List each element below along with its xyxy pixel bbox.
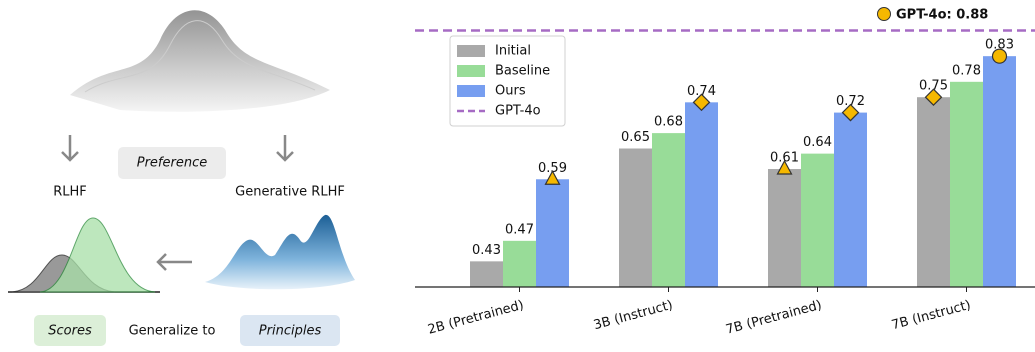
bar	[470, 261, 503, 287]
legend-label: Baseline	[495, 64, 550, 79]
scores-box	[34, 315, 106, 346]
arrow	[276, 135, 294, 162]
generative-rlhf-label: Generative RLHF	[235, 185, 345, 200]
legend-label: Ours	[495, 84, 526, 99]
preference-label: Preference	[137, 156, 207, 171]
x-tick-label: 3B (Instruct)	[592, 298, 674, 334]
marker	[841, 103, 860, 122]
bar	[983, 56, 1016, 287]
x-tick-label: 2B (Pretrained)	[426, 298, 525, 338]
value-label: 0.43	[472, 243, 501, 258]
bar	[685, 102, 718, 287]
arrow	[156, 253, 192, 271]
bar	[652, 133, 685, 287]
x-tick-label: 7B (Pretrained)	[724, 298, 823, 338]
reward-surface-ridge	[84, 20, 316, 93]
chart: 0.43 0.65 0.61 0.75 0.47 0.68 0.64 0.78 0.59 0.74…	[415, 7, 1035, 338]
bar	[536, 179, 569, 287]
reference-marker	[877, 7, 891, 21]
bar	[801, 153, 834, 287]
principles-label: Principles	[259, 324, 322, 339]
arrow	[61, 135, 79, 162]
bar	[950, 81, 983, 287]
legend-label: GPT-4o	[495, 104, 541, 119]
x-tick-label: 7B (Instruct)	[890, 298, 972, 334]
rlhf-label: RLHF	[53, 185, 87, 200]
value-label: 0.47	[505, 222, 534, 237]
legend-swatch	[457, 85, 485, 97]
value-label: 0.75	[919, 79, 948, 94]
generalize-label: Generalize to	[129, 324, 216, 339]
value-label: 0.61	[770, 151, 799, 166]
legend-swatch	[457, 65, 485, 77]
bar	[768, 169, 801, 287]
bar	[917, 97, 950, 287]
legend-swatch	[457, 45, 485, 57]
marker	[776, 159, 793, 175]
marker	[544, 170, 561, 185]
value-label: 0.78	[952, 63, 981, 78]
value-label: 0.68	[654, 115, 683, 130]
value-label: 0.64	[803, 135, 832, 150]
principle-surface	[205, 214, 355, 290]
bar	[834, 112, 867, 287]
value-label: 0.72	[836, 94, 865, 109]
marker	[924, 88, 943, 107]
legend-label: Initial	[495, 44, 531, 59]
value-label: 0.83	[985, 38, 1014, 53]
value-label: 0.74	[687, 84, 716, 99]
reward-surface	[70, 10, 330, 112]
marker	[692, 93, 711, 112]
green-distribution	[39, 217, 156, 293]
value-label: 0.59	[538, 161, 567, 176]
reference-label: GPT-4o: 0.88	[896, 8, 988, 23]
legend-box	[449, 35, 566, 127]
scores-label: Scores	[48, 324, 92, 339]
value-label: 0.65	[621, 130, 650, 145]
bar	[503, 240, 536, 287]
bar	[619, 148, 652, 287]
diagram: Preference RLHF Generative RLHF Scores G…	[8, 10, 355, 346]
marker	[991, 48, 1008, 64]
principles-box	[240, 315, 340, 346]
preference-box	[118, 147, 226, 179]
